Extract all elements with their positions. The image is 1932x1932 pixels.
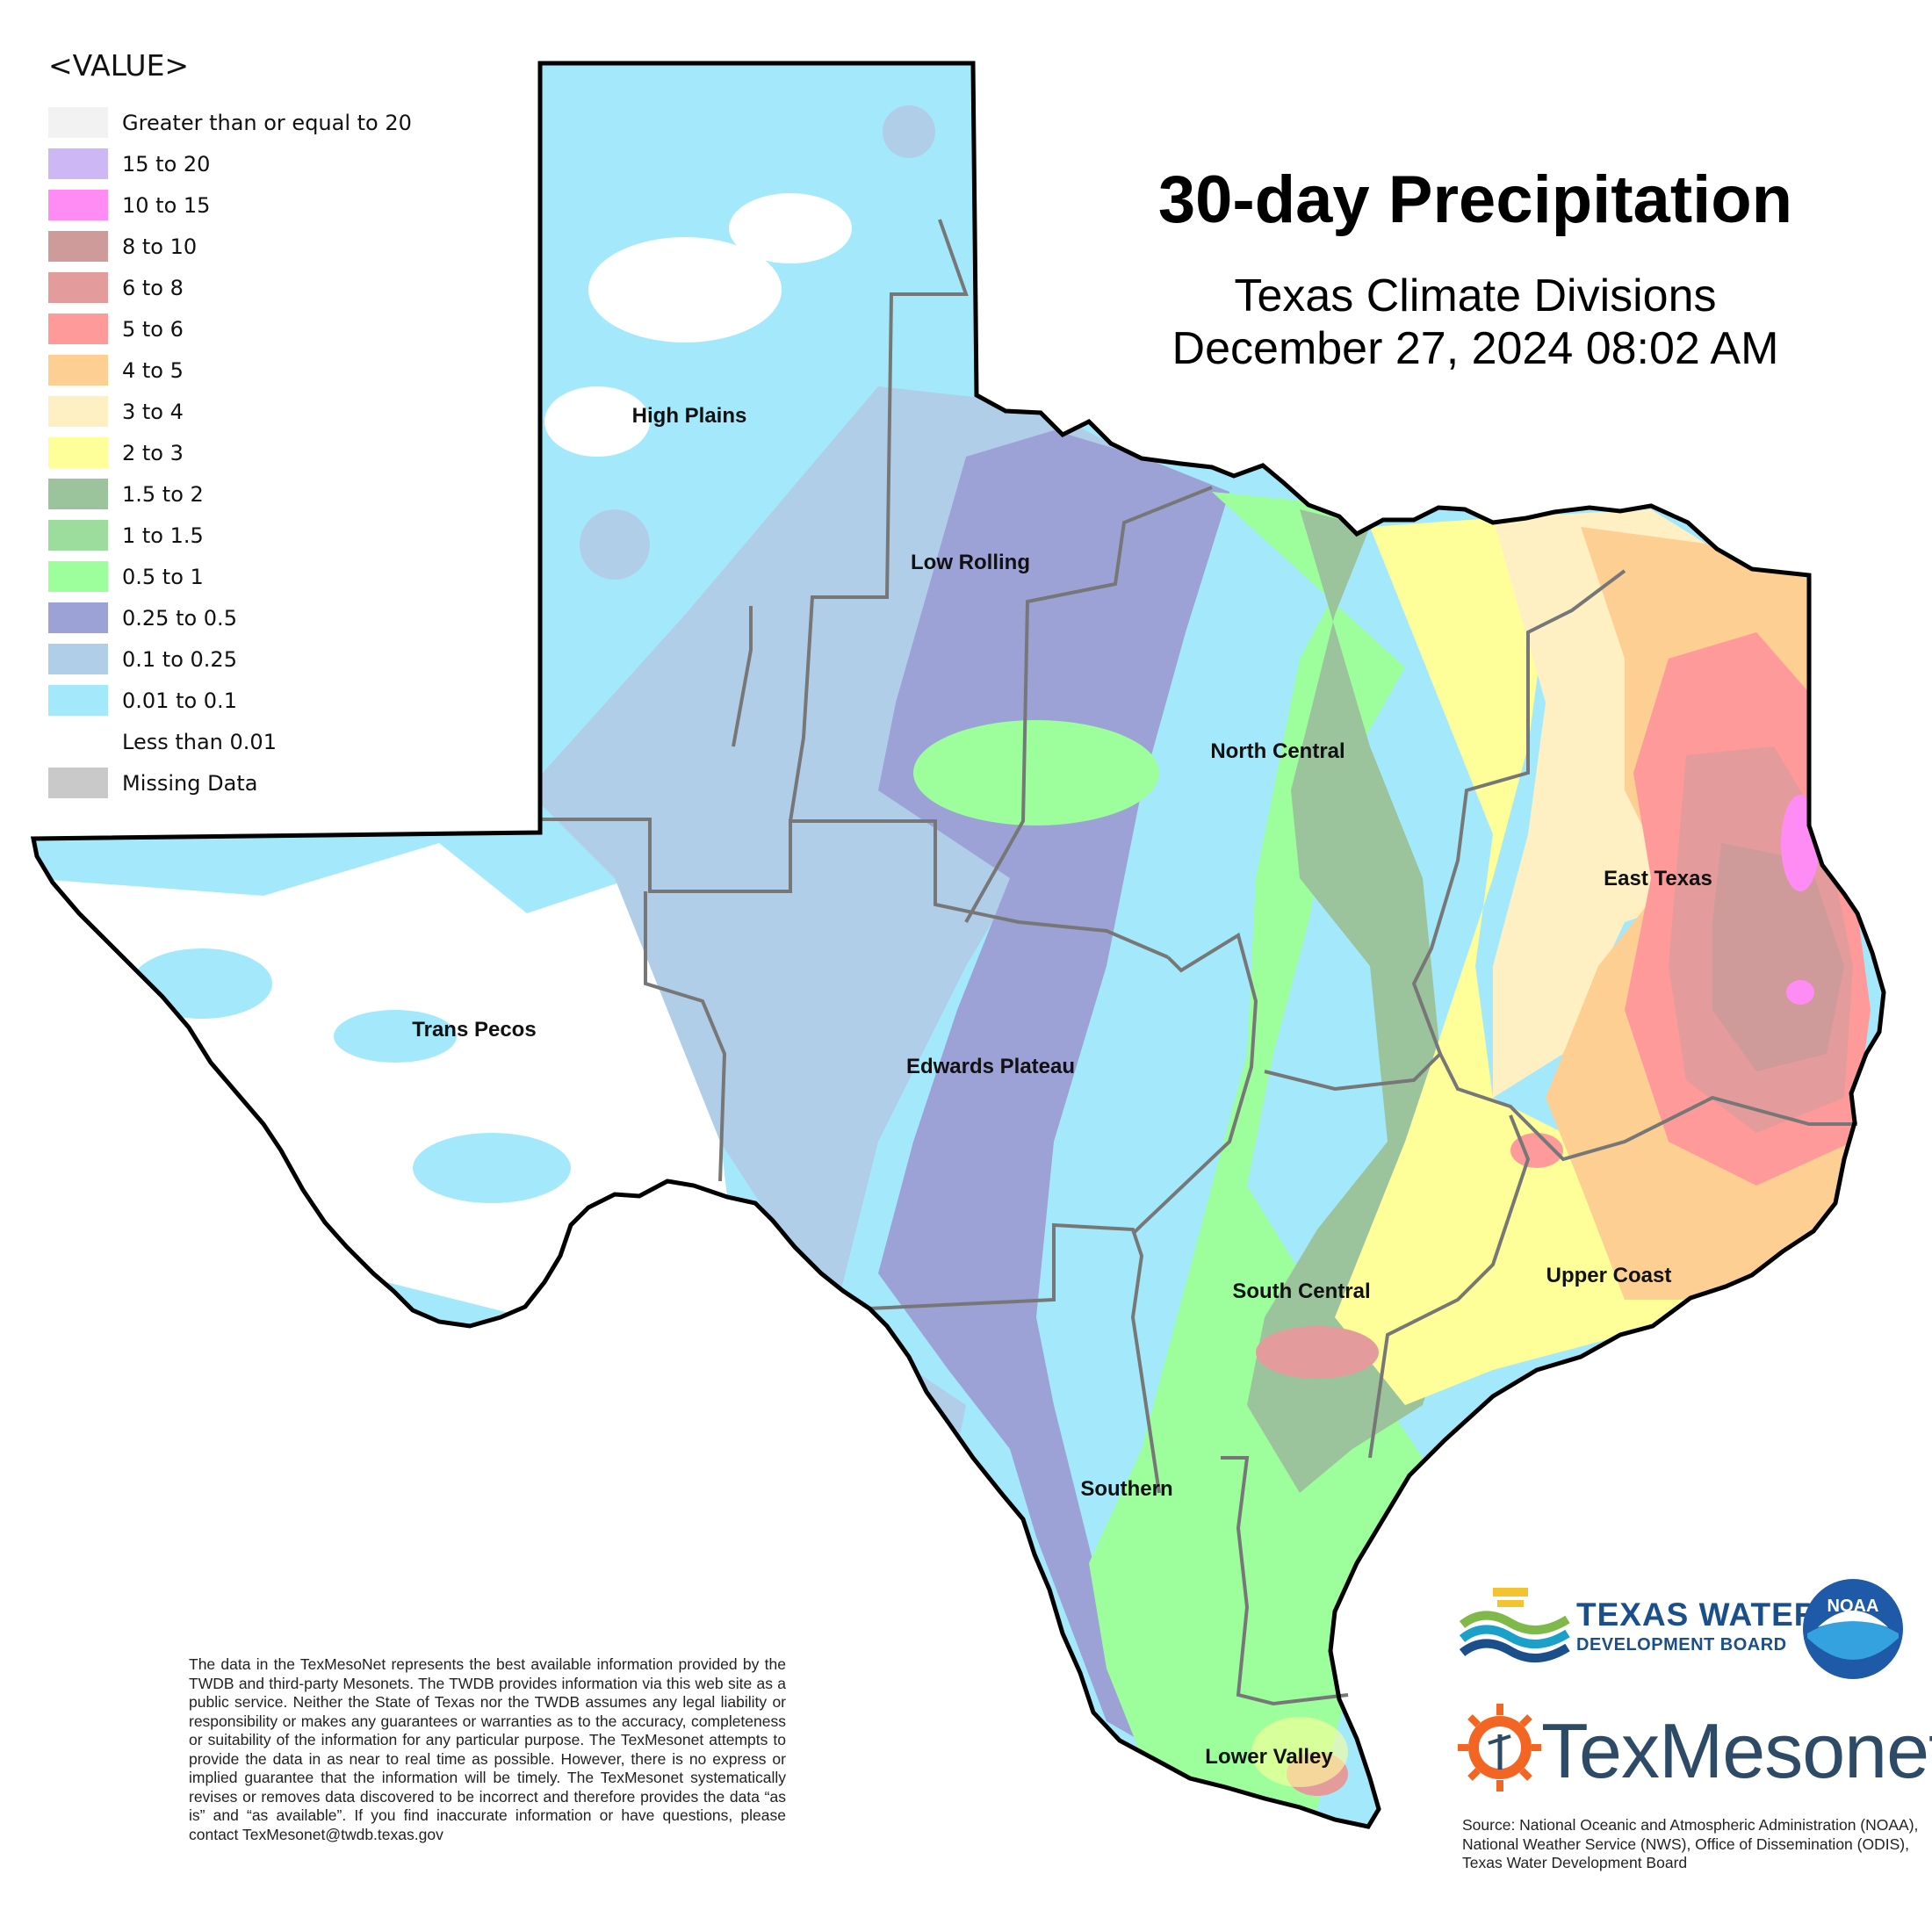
legend-swatch: [48, 437, 108, 468]
noaa-emblem-icon: NOAA: [1803, 1579, 1903, 1679]
legend-label: 5 to 6: [122, 316, 184, 342]
legend-label: 0.1 to 0.25: [122, 646, 237, 672]
label-high-plains: High Plains: [632, 404, 747, 428]
legend-label: 0.25 to 0.5: [122, 605, 237, 631]
twdb-emblem-icon: [1459, 1588, 1570, 1663]
texmesonet-logo: TexMesonet: [1458, 1699, 1932, 1800]
legend-swatch: [48, 602, 108, 633]
legend-label: 4 to 5: [122, 357, 184, 383]
label-north-central: North Central: [1210, 739, 1344, 763]
legend-item: 6 to 8: [48, 267, 470, 308]
legend-item: 1.5 to 2: [48, 473, 470, 515]
division-boundaries: [540, 219, 1857, 1706]
legend-item: 4 to 5: [48, 350, 470, 391]
legend-swatch: [48, 272, 108, 303]
legend-label: 0.01 to 0.1: [122, 688, 237, 713]
legend-swatch: [48, 561, 108, 592]
noaa-logo: NOAA: [1800, 1576, 1906, 1682]
legend-swatch: [48, 644, 108, 674]
legend-label: Less than 0.01: [122, 729, 277, 754]
legend-swatch: [48, 190, 108, 220]
label-upper-coast: Upper Coast: [1546, 1264, 1672, 1287]
legend-item: Greater than or equal to 20: [48, 102, 470, 143]
label-edwards-plateau: Edwards Plateau: [906, 1055, 1075, 1078]
twdb-logo-subtext: DEVELOPMENT BOARD: [1576, 1635, 1787, 1654]
legend-label: 10 to 15: [122, 192, 211, 218]
map-subtitle: Texas Climate Divisions: [1234, 270, 1717, 321]
legend-item: 15 to 20: [48, 143, 470, 184]
label-southern: Southern: [1080, 1477, 1172, 1501]
legend-swatch: [48, 355, 108, 386]
legend-rows: Greater than or equal to 20 15 to 20 10 to…: [48, 102, 470, 804]
source-text: Source: National Oceanic and Atmospheric…: [1462, 1816, 1919, 1871]
legend-item: 3 to 4: [48, 391, 470, 432]
legend-label: Missing Data: [122, 770, 258, 796]
legend-item: 0.5 to 1: [48, 556, 470, 597]
title-block: 30-day Precipitation Texas Climate Divis…: [1089, 167, 1862, 376]
legend-swatch: [48, 314, 108, 344]
label-lower-valley: Lower Valley: [1205, 1745, 1333, 1769]
map-title: 30-day Precipitation: [1157, 162, 1793, 237]
label-low-rolling: Low Rolling: [911, 551, 1030, 574]
map-date: December 27, 2024 08:02 AM: [1171, 322, 1779, 374]
label-trans-pecos: Trans Pecos: [412, 1018, 536, 1042]
legend-swatch: [48, 231, 108, 262]
label-south-central: South Central: [1232, 1280, 1370, 1303]
legend-label: Greater than or equal to 20: [122, 110, 412, 135]
legend-title: <VALUE>: [48, 48, 190, 83]
legend-swatch: [48, 107, 108, 138]
legend-item: 0.01 to 0.1: [48, 680, 470, 721]
legend-label: 2 to 3: [122, 440, 184, 465]
legend-label: 8 to 10: [122, 234, 198, 259]
disclaimer: The data in the TexMesoNet represents th…: [189, 1655, 786, 1843]
legend-swatch: [48, 726, 108, 757]
legend-label: 15 to 20: [122, 151, 211, 177]
legend-label: 1.5 to 2: [122, 481, 204, 507]
legend-item: 8 to 10: [48, 226, 470, 267]
legend-swatch: [48, 768, 108, 798]
legend-label: 3 to 4: [122, 399, 184, 424]
legend-swatch: [48, 148, 108, 179]
legend-label: 0.5 to 1: [122, 564, 204, 589]
legend: <VALUE> Greater than or equal to 20 15 to…: [48, 48, 470, 804]
noaa-logo-text: NOAA: [1827, 1597, 1879, 1616]
legend-swatch: [48, 520, 108, 551]
texmesonet-logo-text: TexMesonet: [1541, 1707, 1932, 1794]
twdb-logo-text: TEXAS WATER: [1576, 1597, 1819, 1633]
legend-item: Less than 0.01: [48, 721, 470, 762]
legend-swatch: [48, 396, 108, 427]
twdb-logo: TEXAS WATER DEVELOPMENT BOARD: [1458, 1581, 1818, 1677]
legend-swatch: [48, 685, 108, 716]
legend-item: 0.25 to 0.5: [48, 597, 470, 638]
legend-item: 5 to 6: [48, 308, 470, 350]
legend-item: 10 to 15: [48, 184, 470, 226]
legend-item: Missing Data: [48, 762, 470, 804]
legend-item: 1 to 1.5: [48, 515, 470, 556]
legend-label: 1 to 1.5: [122, 523, 204, 548]
legend-swatch: [48, 479, 108, 509]
texmesonet-sun-icon: [1458, 1704, 1541, 1791]
label-east-texas: East Texas: [1604, 867, 1712, 890]
legend-item: 2 to 3: [48, 432, 470, 473]
legend-label: 6 to 8: [122, 275, 184, 300]
legend-item: 0.1 to 0.25: [48, 638, 470, 680]
